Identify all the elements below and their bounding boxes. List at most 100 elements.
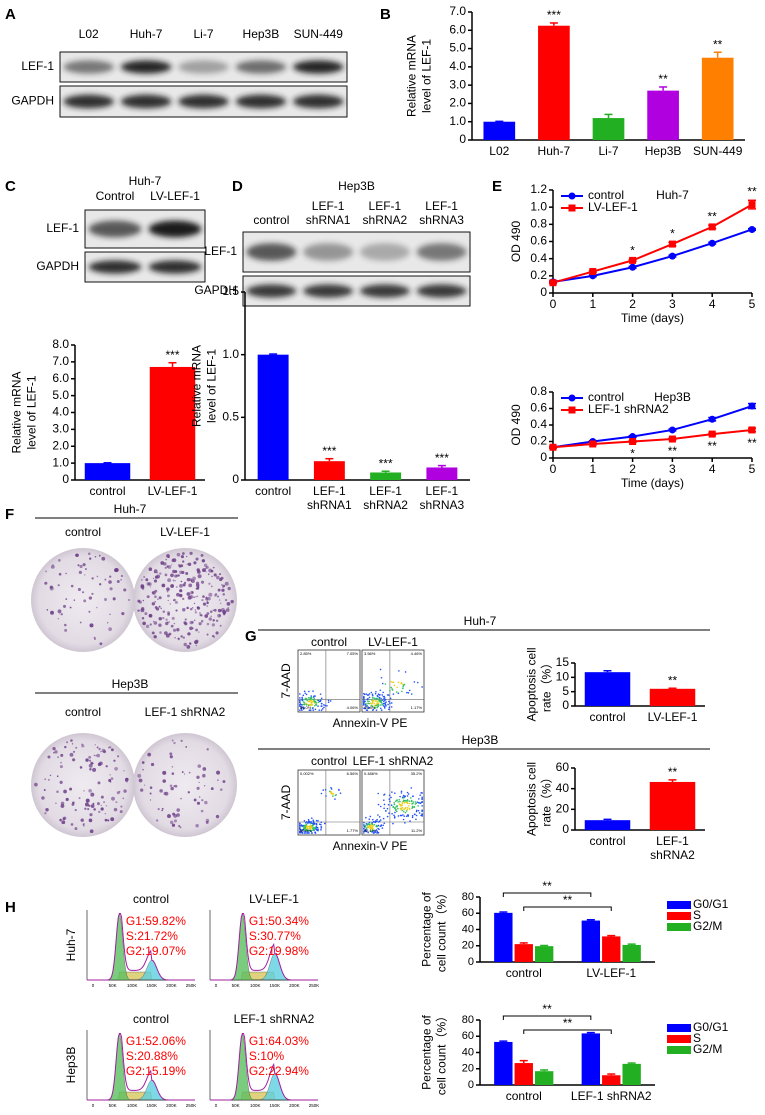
y-tick-label: 1.2	[530, 182, 547, 196]
colony	[114, 568, 119, 573]
x-tick-label: 2	[629, 462, 636, 476]
legend-swatch	[667, 901, 691, 909]
event	[368, 818, 371, 821]
colony	[147, 752, 152, 757]
band	[359, 284, 410, 298]
row-label: LEF-1	[21, 59, 54, 73]
colony	[174, 570, 178, 573]
colony	[87, 808, 90, 811]
event	[392, 805, 395, 808]
colony	[225, 608, 230, 612]
event	[301, 709, 303, 711]
band	[88, 260, 142, 274]
event	[407, 815, 410, 817]
event	[365, 823, 368, 825]
event	[403, 808, 405, 810]
x-tick-label: 50K	[109, 983, 117, 988]
colony	[154, 595, 157, 599]
colony	[88, 763, 93, 768]
colony	[85, 798, 90, 803]
y-tick-label: 20	[462, 940, 474, 952]
colony	[166, 590, 169, 593]
colony	[91, 577, 94, 580]
colony	[165, 618, 168, 621]
event	[381, 703, 384, 706]
point	[668, 435, 676, 443]
significance: **	[708, 439, 718, 453]
colony	[79, 766, 83, 769]
colony	[104, 818, 108, 822]
event	[323, 706, 325, 709]
x-tick-label: 50K	[232, 1103, 240, 1108]
bar	[647, 90, 679, 140]
event	[320, 827, 323, 829]
plot-label: control	[133, 1012, 169, 1026]
event	[332, 792, 335, 795]
significance: **	[668, 673, 678, 687]
event	[390, 706, 393, 708]
event	[397, 801, 399, 803]
colony	[149, 799, 152, 801]
colony	[109, 613, 111, 616]
colony	[189, 642, 192, 645]
colony	[166, 565, 169, 568]
colony	[178, 824, 181, 828]
event	[398, 798, 401, 801]
event	[308, 829, 311, 832]
event	[393, 684, 396, 687]
y-tick-label: 3.0	[449, 77, 466, 91]
colony	[149, 786, 153, 789]
lane-label: LEF-1	[425, 199, 458, 213]
colony	[62, 604, 67, 608]
x-tick-label: 0	[215, 983, 218, 988]
colony	[109, 575, 112, 578]
colony	[181, 552, 185, 555]
significance: **	[668, 444, 678, 458]
colony	[200, 809, 204, 813]
event	[334, 798, 336, 800]
colony	[179, 826, 182, 829]
event	[309, 697, 312, 700]
x-tick-label: shRNA2	[650, 848, 695, 862]
event	[363, 828, 365, 830]
event	[368, 821, 371, 824]
colony	[110, 748, 114, 752]
colony	[65, 572, 67, 575]
colony	[100, 807, 104, 811]
colony	[153, 635, 157, 639]
colony	[65, 598, 68, 600]
lane-label: control	[253, 213, 289, 227]
y-tick-label: 0.8	[530, 217, 547, 231]
band	[246, 243, 297, 261]
event	[383, 807, 385, 810]
bar	[257, 354, 289, 480]
event	[368, 693, 371, 695]
colony	[161, 809, 163, 812]
colony	[145, 578, 149, 582]
bar	[622, 944, 641, 962]
colony	[216, 595, 219, 598]
band	[63, 94, 114, 109]
colony	[144, 612, 148, 616]
event	[308, 820, 311, 823]
row-label: Hep3B	[64, 1047, 78, 1084]
colony	[94, 556, 97, 558]
colony	[89, 767, 92, 771]
x-tick-label: 250K	[309, 1103, 320, 1108]
event	[389, 697, 392, 700]
event	[304, 824, 306, 827]
colony	[182, 560, 185, 563]
bar	[602, 1075, 621, 1085]
colony	[200, 614, 203, 617]
band	[120, 60, 172, 74]
band	[293, 60, 344, 74]
significance: *	[630, 244, 635, 258]
plot-label: control	[311, 754, 347, 768]
band	[416, 243, 467, 261]
colony	[171, 616, 175, 620]
x-tick-label: 1	[589, 297, 596, 311]
event	[307, 704, 310, 707]
event	[399, 795, 401, 798]
colony	[185, 746, 188, 748]
event	[371, 818, 374, 821]
